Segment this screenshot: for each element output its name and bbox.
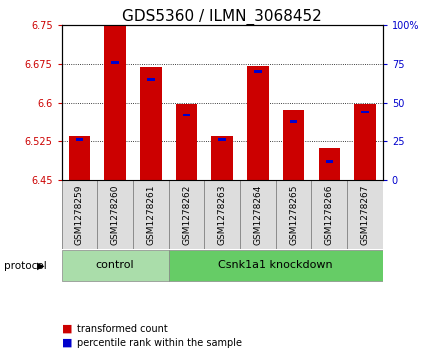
Bar bbox=[140, 67, 161, 180]
Text: Csnk1a1 knockdown: Csnk1a1 knockdown bbox=[218, 260, 333, 270]
Bar bbox=[254, 70, 262, 73]
Bar bbox=[218, 138, 226, 141]
FancyBboxPatch shape bbox=[169, 250, 383, 281]
Text: control: control bbox=[96, 260, 135, 270]
Text: GSM1278265: GSM1278265 bbox=[289, 184, 298, 245]
Bar bbox=[283, 110, 304, 180]
Bar bbox=[176, 104, 197, 180]
FancyBboxPatch shape bbox=[240, 180, 276, 249]
Bar bbox=[319, 148, 340, 180]
FancyBboxPatch shape bbox=[347, 180, 383, 249]
FancyBboxPatch shape bbox=[276, 180, 312, 249]
Text: protocol: protocol bbox=[4, 261, 47, 271]
Text: ■: ■ bbox=[62, 338, 72, 348]
Bar bbox=[104, 26, 126, 180]
Text: transformed count: transformed count bbox=[77, 323, 168, 334]
Text: GSM1278267: GSM1278267 bbox=[360, 184, 370, 245]
Text: GSM1278260: GSM1278260 bbox=[110, 184, 120, 245]
Text: percentile rank within the sample: percentile rank within the sample bbox=[77, 338, 242, 348]
Bar bbox=[212, 136, 233, 180]
FancyBboxPatch shape bbox=[62, 250, 169, 281]
FancyBboxPatch shape bbox=[97, 180, 133, 249]
Bar bbox=[147, 78, 154, 81]
Text: ▶: ▶ bbox=[37, 261, 45, 271]
FancyBboxPatch shape bbox=[133, 180, 169, 249]
Bar bbox=[111, 61, 119, 64]
Text: GSM1278262: GSM1278262 bbox=[182, 184, 191, 245]
Bar bbox=[361, 111, 369, 113]
Bar bbox=[76, 138, 83, 141]
Text: GSM1278264: GSM1278264 bbox=[253, 184, 262, 245]
Bar bbox=[183, 114, 190, 117]
FancyBboxPatch shape bbox=[312, 180, 347, 249]
Bar bbox=[326, 160, 333, 163]
FancyBboxPatch shape bbox=[169, 180, 204, 249]
Bar bbox=[247, 66, 268, 180]
Title: GDS5360 / ILMN_3068452: GDS5360 / ILMN_3068452 bbox=[122, 9, 322, 25]
Bar bbox=[69, 136, 90, 180]
Text: GSM1278266: GSM1278266 bbox=[325, 184, 334, 245]
FancyBboxPatch shape bbox=[62, 180, 97, 249]
FancyBboxPatch shape bbox=[204, 180, 240, 249]
Text: GSM1278259: GSM1278259 bbox=[75, 184, 84, 245]
Text: ■: ■ bbox=[62, 323, 72, 334]
Text: GSM1278263: GSM1278263 bbox=[218, 184, 227, 245]
Text: GSM1278261: GSM1278261 bbox=[147, 184, 155, 245]
Bar bbox=[354, 104, 376, 180]
Bar bbox=[290, 120, 297, 123]
